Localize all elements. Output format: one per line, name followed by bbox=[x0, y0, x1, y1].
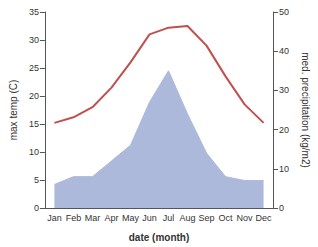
svg-text:50: 50 bbox=[279, 7, 289, 17]
svg-text:Dec: Dec bbox=[256, 213, 273, 223]
svg-text:30: 30 bbox=[29, 35, 39, 45]
svg-text:25: 25 bbox=[29, 63, 39, 73]
svg-text:Sep: Sep bbox=[199, 213, 215, 223]
svg-text:Apr: Apr bbox=[104, 213, 118, 223]
svg-text:0: 0 bbox=[279, 203, 284, 213]
svg-text:Jun: Jun bbox=[142, 213, 157, 223]
svg-text:5: 5 bbox=[34, 175, 39, 185]
svg-text:May: May bbox=[122, 213, 140, 223]
svg-text:20: 20 bbox=[29, 91, 39, 101]
svg-text:med. precipitation (kg/m2): med. precipitation (kg/m2) bbox=[300, 52, 311, 168]
svg-text:0: 0 bbox=[34, 203, 39, 213]
svg-text:max temp (C): max temp (C) bbox=[8, 80, 19, 141]
svg-text:10: 10 bbox=[29, 147, 39, 157]
svg-text:20: 20 bbox=[279, 125, 289, 135]
svg-text:Jul: Jul bbox=[163, 213, 175, 223]
svg-text:Aug: Aug bbox=[180, 213, 196, 223]
svg-text:35: 35 bbox=[29, 7, 39, 17]
svg-text:Mar: Mar bbox=[85, 213, 101, 223]
svg-text:date (month): date (month) bbox=[129, 232, 190, 243]
svg-text:Jan: Jan bbox=[47, 213, 62, 223]
svg-text:15: 15 bbox=[29, 119, 39, 129]
svg-text:Feb: Feb bbox=[66, 213, 82, 223]
svg-text:Oct: Oct bbox=[219, 213, 234, 223]
svg-text:30: 30 bbox=[279, 85, 289, 95]
svg-text:10: 10 bbox=[279, 164, 289, 174]
svg-text:Nov: Nov bbox=[237, 213, 254, 223]
svg-text:40: 40 bbox=[279, 46, 289, 56]
